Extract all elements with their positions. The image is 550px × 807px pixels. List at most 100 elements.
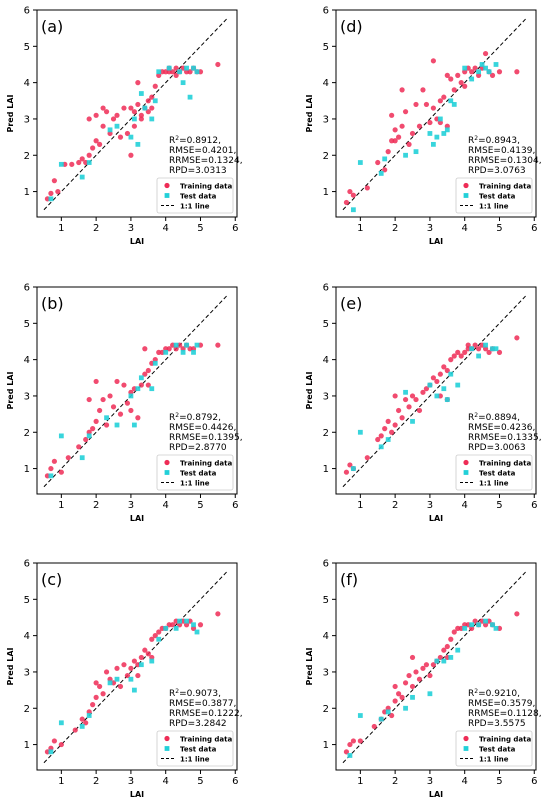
stats-superscript: 2 — [175, 688, 179, 695]
training-point — [392, 698, 398, 704]
test-point — [131, 422, 137, 428]
legend-test-marker — [463, 193, 469, 198]
training-point — [110, 404, 117, 410]
test-point — [149, 116, 155, 122]
training-point — [378, 433, 384, 439]
training-point — [58, 469, 64, 475]
x-tick-label: 3 — [128, 223, 134, 234]
y-tick-label: 3 — [323, 667, 329, 678]
training-point — [389, 429, 395, 435]
x-tick-label: 6 — [531, 776, 537, 787]
y-axis-label: Pred LAI — [305, 647, 314, 685]
y-tick-label: 1 — [323, 740, 329, 751]
training-point — [65, 455, 71, 461]
test-point — [385, 709, 391, 715]
test-point — [350, 466, 356, 471]
y-tick-label: 2 — [24, 704, 30, 715]
training-point — [392, 683, 398, 690]
training-point — [197, 622, 204, 628]
training-point — [364, 185, 370, 191]
training-point — [121, 105, 127, 111]
training-point — [142, 647, 148, 653]
y-axis-label: Pred LAI — [6, 647, 15, 685]
test-point — [79, 174, 85, 180]
test-point — [184, 65, 189, 71]
training-point — [482, 50, 489, 57]
legend-test-label: Test data — [479, 746, 516, 754]
y-tick-label: 4 — [24, 631, 30, 642]
test-point — [166, 65, 172, 71]
training-point — [496, 69, 503, 75]
training-point — [396, 134, 402, 140]
stats-line: RMSE=0.4201, — [169, 146, 236, 156]
legend-box — [455, 177, 533, 214]
training-point — [138, 654, 144, 661]
y-tick-label: 5 — [24, 42, 30, 53]
x-tick-label: 3 — [427, 500, 433, 511]
y-tick-label: 5 — [323, 319, 329, 330]
x-tick-label: 6 — [232, 223, 238, 234]
y-tick-label: 5 — [24, 319, 30, 330]
legend-test-label: Test data — [479, 193, 516, 201]
x-tick-label: 5 — [496, 776, 502, 787]
plot-frame — [335, 286, 537, 495]
training-point — [76, 444, 82, 450]
legend-line-label: 1:1 line — [180, 203, 210, 211]
y-tick-label: 1 — [24, 187, 30, 198]
training-point — [114, 665, 120, 671]
y-tick-label: 3 — [24, 667, 30, 678]
test-point — [448, 98, 454, 104]
test-point — [191, 349, 196, 355]
training-point — [76, 159, 82, 166]
training-point — [128, 152, 134, 158]
test-point — [138, 375, 144, 381]
test-point — [187, 94, 193, 100]
test-point — [441, 386, 447, 392]
training-point — [79, 156, 85, 162]
test-point — [191, 65, 196, 71]
training-point — [430, 375, 436, 381]
training-point — [114, 112, 120, 118]
stats-line: RRMSE=0.1222, — [169, 709, 243, 719]
x-tick-label: 5 — [197, 223, 203, 234]
training-point — [97, 141, 103, 147]
training-point — [444, 643, 450, 650]
x-tick-label: 5 — [197, 500, 203, 511]
stats-line: RMSE=0.4426, — [169, 423, 236, 433]
test-point — [107, 680, 113, 686]
test-point — [437, 116, 443, 122]
y-tick-label: 4 — [323, 631, 329, 642]
training-point — [402, 680, 409, 686]
stats-text: R — [169, 136, 175, 146]
training-point — [392, 127, 398, 133]
panel-label: (d) — [340, 17, 363, 36]
y-tick-label: 3 — [24, 114, 30, 125]
legend-training-label: Training data — [180, 736, 232, 744]
x-tick-label: 2 — [93, 776, 99, 787]
legend-training-marker — [164, 459, 170, 466]
test-point — [476, 69, 482, 75]
test-point — [434, 658, 440, 664]
training-point — [416, 407, 423, 414]
training-point — [48, 190, 54, 196]
test-point — [114, 123, 120, 129]
test-point — [385, 437, 391, 442]
legend-line-label: 1:1 line — [479, 203, 509, 211]
training-point — [90, 145, 96, 151]
training-point — [90, 426, 96, 432]
y-tick-label: 2 — [323, 151, 329, 162]
training-point — [451, 353, 457, 359]
test-point — [469, 346, 475, 352]
training-point — [135, 80, 141, 86]
y-tick-label: 3 — [323, 114, 329, 125]
training-point — [117, 411, 124, 417]
legend-test-marker — [463, 746, 469, 751]
x-axis-label: LAI — [130, 790, 144, 799]
training-point — [128, 105, 134, 111]
test-point — [490, 622, 495, 628]
stats-text: =0.9210, — [478, 689, 520, 699]
test-point — [448, 371, 454, 377]
training-point — [371, 723, 377, 730]
x-tick-label: 3 — [427, 776, 433, 787]
training-point — [100, 123, 106, 129]
